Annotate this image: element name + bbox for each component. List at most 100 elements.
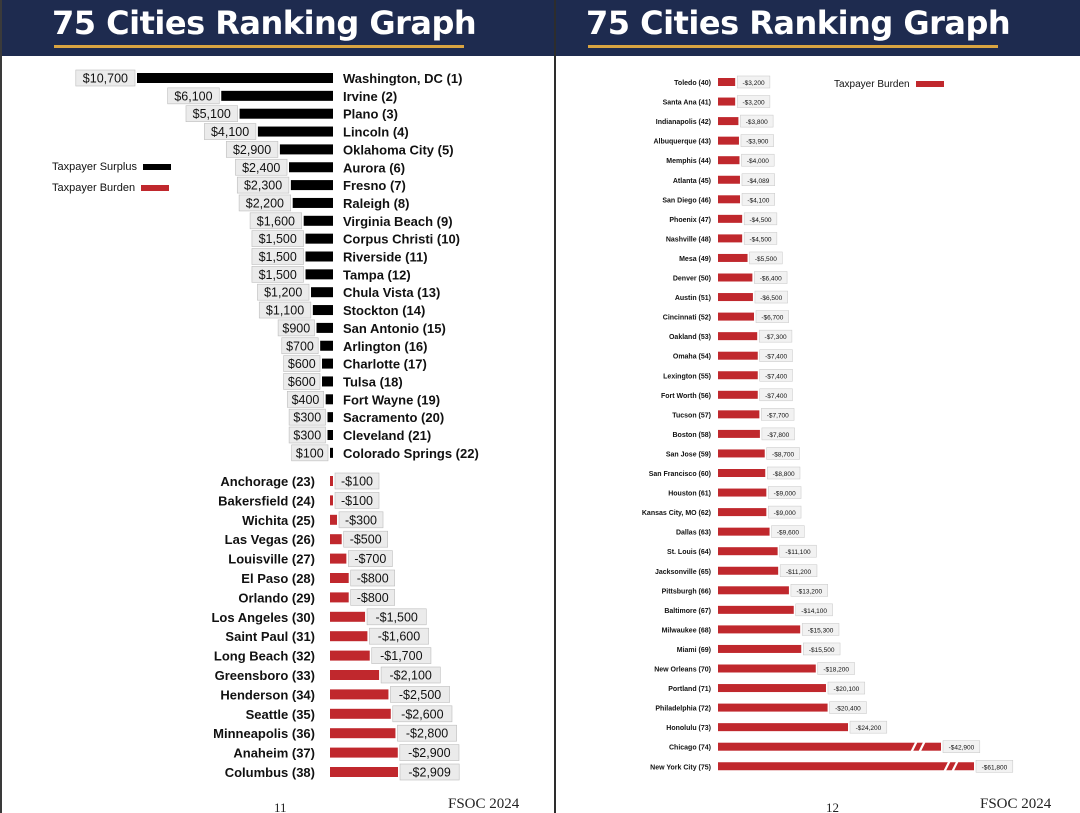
bar-fort-worth-56 bbox=[718, 390, 758, 399]
data-label-pittsburgh-66: -$13,200 bbox=[796, 588, 822, 595]
category-label-memphis-44: Memphis (44) bbox=[666, 158, 711, 165]
axis-break-new-york-city-75 bbox=[943, 759, 959, 773]
data-label-box-chula-vista-13 bbox=[257, 283, 310, 301]
bar-virginia-beach-9 bbox=[303, 215, 333, 226]
category-label-stockton-14: Stockton (14) bbox=[343, 303, 425, 318]
bar-boston-58 bbox=[718, 429, 760, 438]
data-label-cleveland-21: $300 bbox=[293, 429, 321, 443]
bar-corpus-christi-10 bbox=[305, 233, 333, 244]
data-label-box-fort-worth-56 bbox=[759, 388, 793, 402]
data-label-box-fort-wayne-19 bbox=[286, 390, 324, 408]
data-label-bakersfield-24: -$100 bbox=[341, 494, 373, 508]
data-label-box-arlington-16 bbox=[281, 337, 319, 355]
bar-el-paso-28 bbox=[330, 573, 349, 583]
category-label-santa-ana-41: Santa Ana (41) bbox=[663, 100, 711, 107]
data-label-box-indianapolis-42 bbox=[740, 114, 774, 128]
category-label-atlanta-45: Atlanta (45) bbox=[673, 178, 711, 185]
data-label-box-cleveland-21 bbox=[288, 426, 326, 444]
bar-anchorage-23 bbox=[330, 476, 333, 486]
category-label-jacksonville-65: Jacksonville (65) bbox=[655, 569, 711, 576]
data-label-box-memphis-44 bbox=[741, 153, 775, 167]
data-label-box-fresno-7 bbox=[236, 176, 290, 194]
category-label-phoenix-47: Phoenix (47) bbox=[669, 217, 711, 224]
category-label-tulsa-18: Tulsa (18) bbox=[343, 374, 403, 389]
data-label-box-bakersfield-24 bbox=[334, 492, 380, 509]
data-label-box-honolulu-73 bbox=[849, 720, 888, 734]
category-label-washington-dc-1: Washington, DC (1) bbox=[343, 71, 462, 86]
bar-portland-71 bbox=[718, 684, 826, 693]
category-label-los-angeles-30: Los Angeles (30) bbox=[211, 610, 315, 625]
category-label-new-orleans-70: New Orleans (70) bbox=[654, 667, 711, 674]
data-label-phoenix-47: -$4,500 bbox=[750, 217, 772, 224]
data-label-tucson-57: -$7,700 bbox=[767, 412, 789, 419]
data-label-irvine-2: $6,100 bbox=[174, 89, 212, 103]
right-page-number: 12 bbox=[826, 800, 839, 813]
category-label-honolulu-73: Honolulu (73) bbox=[666, 725, 711, 732]
category-label-minneapolis-36: Minneapolis (36) bbox=[213, 726, 315, 741]
category-label-plano-3: Plano (3) bbox=[343, 107, 398, 122]
left-bar-chart: Washington, DC (1) $10,700 Irvine (2) $6,10… bbox=[75, 69, 479, 781]
category-label-indianapolis-42: Indianapolis (42) bbox=[656, 119, 711, 126]
bar-milwaukee-68 bbox=[718, 625, 801, 634]
bar-honolulu-73 bbox=[718, 723, 848, 732]
data-label-box-el-paso-28 bbox=[350, 569, 396, 587]
category-label-cincinnati-52: Cincinnati (52) bbox=[663, 315, 711, 322]
data-label-box-baltimore-67 bbox=[795, 603, 833, 617]
data-label-box-atlanta-45 bbox=[741, 173, 775, 186]
bar-denver-50 bbox=[718, 273, 753, 282]
bar-long-beach-32 bbox=[330, 650, 370, 661]
bar-arlington-16 bbox=[320, 340, 333, 351]
bar-jacksonville-65 bbox=[718, 566, 779, 575]
legend-burden: Taxpayer Burden bbox=[52, 182, 170, 194]
category-label-albuquerque-43: Albuquerque (43) bbox=[653, 139, 711, 146]
bar-lexington-55 bbox=[718, 371, 758, 380]
data-label-chula-vista-13: $1,200 bbox=[264, 286, 302, 300]
bar-anaheim-37 bbox=[330, 747, 398, 758]
data-label-henderson-34: -$2,500 bbox=[399, 688, 441, 702]
category-label-san-jose-59: San Jose (59) bbox=[666, 451, 711, 458]
data-label-stockton-14: $1,100 bbox=[266, 304, 304, 318]
bar-new-york-city-75 bbox=[718, 762, 974, 771]
category-label-chula-vista-13: Chula Vista (13) bbox=[343, 285, 440, 300]
category-label-houston-61: Houston (61) bbox=[668, 491, 711, 498]
data-label-box-boston-58 bbox=[761, 427, 795, 441]
bar-plano-3 bbox=[239, 108, 333, 119]
category-label-nashville-48: Nashville (48) bbox=[666, 236, 711, 243]
bar-colorado-springs-22 bbox=[330, 447, 333, 458]
data-label-box-seattle-35 bbox=[392, 705, 453, 723]
data-label-box-riverside-11 bbox=[251, 248, 304, 265]
category-label-corpus-christi-10: Corpus Christi (10) bbox=[343, 232, 460, 247]
category-label-boston-58: Boston (58) bbox=[673, 432, 712, 439]
data-label-riverside-11: $1,500 bbox=[259, 250, 297, 264]
bar-san-antonio-15 bbox=[316, 322, 333, 333]
data-label-toledo-40: -$3,200 bbox=[743, 80, 765, 87]
category-label-long-beach-32: Long Beach (32) bbox=[214, 649, 315, 664]
category-label-henderson-34: Henderson (34) bbox=[220, 687, 315, 702]
data-label-lexington-55: -$7,400 bbox=[765, 373, 787, 380]
bar-las-vegas-26 bbox=[330, 534, 342, 545]
legend-surplus: Taxpayer Surplus bbox=[52, 161, 171, 173]
category-label-oklahoma-city-5: Oklahoma City (5) bbox=[343, 142, 454, 157]
data-label-kansas-city-mo-62: -$9,000 bbox=[774, 510, 796, 517]
bar-washington-dc-1 bbox=[137, 73, 333, 83]
category-label-chicago-74: Chicago (74) bbox=[669, 745, 711, 752]
data-label-dallas-63: -$9,600 bbox=[777, 530, 799, 537]
category-label-cleveland-21: Cleveland (21) bbox=[343, 428, 431, 443]
category-label-st-louis-64: St. Louis (64) bbox=[667, 549, 711, 556]
data-label-fort-worth-56: -$7,400 bbox=[765, 393, 787, 400]
left-page-number: 11 bbox=[274, 800, 287, 813]
data-label-corpus-christi-10: $1,500 bbox=[259, 232, 297, 246]
legend-burden-swatch bbox=[141, 185, 170, 192]
data-label-louisville-27: -$700 bbox=[354, 552, 386, 566]
data-label-box-aurora-6 bbox=[235, 158, 288, 176]
legend-surplus-swatch bbox=[143, 164, 171, 171]
data-label-box-portland-71 bbox=[827, 681, 866, 695]
category-label-bakersfield-24: Bakersfield (24) bbox=[218, 493, 315, 508]
bar-indianapolis-42 bbox=[718, 117, 739, 126]
data-label-arlington-16: $700 bbox=[286, 339, 314, 353]
data-label-aurora-6: $2,400 bbox=[242, 161, 280, 175]
data-label-box-toledo-40 bbox=[736, 75, 771, 89]
data-label-box-new-york-city-75 bbox=[975, 760, 1014, 773]
category-label-fort-wayne-19: Fort Wayne (19) bbox=[343, 392, 440, 407]
data-label-box-philadelphia-72 bbox=[829, 701, 867, 714]
